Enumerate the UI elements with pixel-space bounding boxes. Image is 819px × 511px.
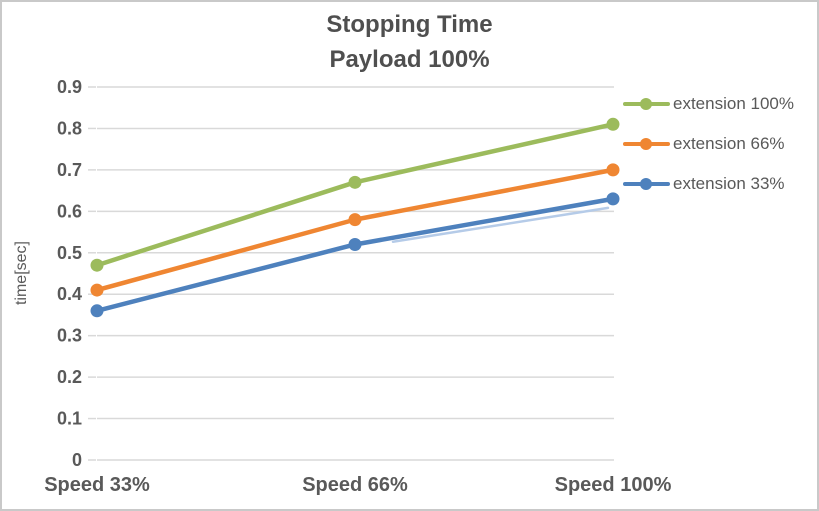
legend-label: extension 66% — [673, 134, 785, 153]
legend-dot-sample — [640, 138, 652, 150]
legend-item: extension 66% — [623, 124, 794, 164]
y-tick-label: 0.2 — [57, 367, 82, 387]
chart-title: Stopping Time Payload 100% — [2, 7, 817, 77]
legend-item: extension 33% — [623, 164, 794, 204]
legend-dot-sample — [640, 178, 652, 190]
series-shadow-artifact — [391, 206, 610, 244]
x-tick-label: Speed 66% — [302, 474, 408, 496]
legend-marker-icon — [623, 178, 670, 190]
data-point-marker — [348, 237, 362, 251]
y-tick-label: 0.7 — [57, 160, 82, 180]
chart-title-line-1: Stopping Time — [326, 11, 493, 38]
x-tick-label: Speed 100% — [555, 474, 672, 496]
legend-item: extension 100% — [623, 84, 794, 124]
data-point-marker — [90, 304, 104, 318]
data-point-marker — [606, 192, 620, 206]
legend-marker-icon — [623, 138, 670, 150]
data-point-marker — [90, 258, 104, 272]
legend-label: extension 100% — [673, 94, 794, 113]
y-tick-label: 0.8 — [57, 118, 82, 138]
data-point-marker — [348, 213, 362, 227]
y-tick-label: 0.5 — [57, 243, 82, 263]
y-tick-label: 0.3 — [57, 326, 82, 346]
data-point-marker — [606, 117, 620, 131]
data-point-marker — [606, 163, 620, 177]
y-tick-label: 0.1 — [57, 409, 82, 429]
legend: extension 100% extension 66% extension 33% — [623, 84, 794, 204]
x-tick-label: Speed 33% — [44, 474, 150, 496]
legend-dot-sample — [640, 98, 652, 110]
y-tick-label: 0.9 — [57, 77, 82, 97]
legend-marker-icon — [623, 98, 670, 110]
legend-label: extension 33% — [673, 174, 785, 193]
data-point-marker — [348, 175, 362, 189]
y-tick-label: 0 — [72, 450, 82, 470]
data-point-marker — [90, 283, 104, 297]
y-tick-label: 0.6 — [57, 201, 82, 221]
y-tick-label: 0.4 — [57, 284, 82, 304]
chart-title-line-2: Payload 100% — [329, 46, 490, 73]
